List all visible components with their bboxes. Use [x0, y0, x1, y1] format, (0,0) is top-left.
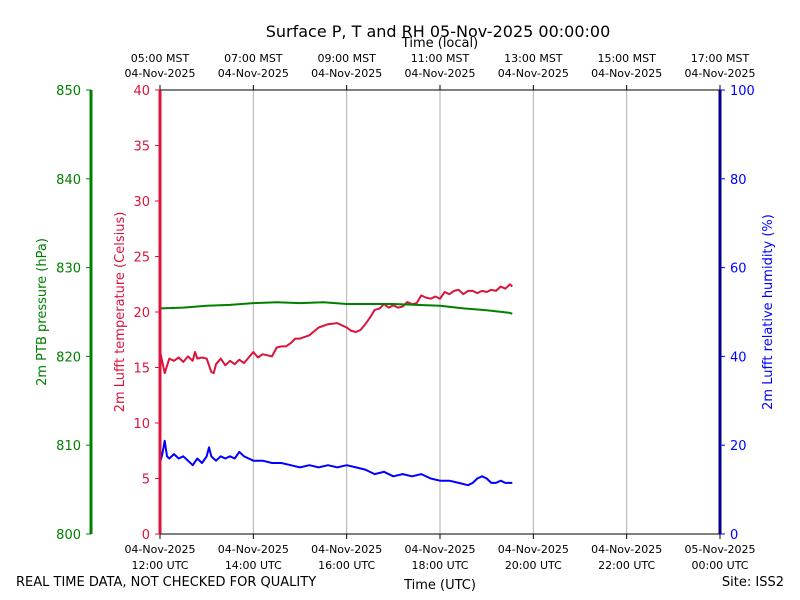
pressure-tick-label: 820	[56, 350, 81, 365]
x-tick-label: 04-Nov-2025	[404, 543, 475, 556]
humidity-tick-label: 60	[730, 262, 747, 277]
pressure-tick-label: 830	[56, 262, 81, 277]
pressure-series-line	[159, 301, 513, 315]
top-tick-label: 04-Nov-2025	[404, 67, 475, 80]
humidity-series-line	[159, 439, 513, 487]
temperature-tick-label: 5	[142, 473, 150, 488]
pressure-tick-label: 840	[56, 173, 81, 188]
chart-title: Surface P, T and RH 05-Nov-2025 00:00:00	[266, 22, 611, 41]
top-tick-label: 04-Nov-2025	[684, 67, 755, 80]
humidity-tick-label: 20	[730, 439, 747, 454]
x-tick-label: 18:00 UTC	[411, 559, 468, 572]
top-tick-label: 04-Nov-2025	[498, 67, 569, 80]
top-tick-label: 17:00 MST	[691, 52, 750, 65]
x-axis-label: Time (UTC)	[403, 578, 476, 593]
x-tick-label: 00:00 UTC	[691, 559, 748, 572]
top-tick-label: 04-Nov-2025	[311, 67, 382, 80]
quality-disclaimer: REAL TIME DATA, NOT CHECKED FOR QUALITY	[16, 575, 317, 590]
temperature-tick-label: 10	[133, 417, 150, 432]
top-tick-label: 09:00 MST	[317, 52, 376, 65]
data-series	[159, 283, 513, 487]
humidity-tick-label: 40	[730, 350, 747, 365]
top-tick-label: 04-Nov-2025	[591, 67, 662, 80]
temperature-tick-label: 35	[133, 140, 150, 155]
x-tick-label: 04-Nov-2025	[311, 543, 382, 556]
temperature-series-line	[159, 283, 513, 375]
temperature-tick-label: 25	[133, 251, 150, 266]
top-tick-label: 07:00 MST	[224, 52, 283, 65]
pressure-tick-label: 800	[56, 528, 81, 543]
x-tick-label: 04-Nov-2025	[498, 543, 569, 556]
humidity-axis-label: 2m Lufft relative humidity (%)	[761, 214, 776, 410]
x-tick-label: 22:00 UTC	[598, 559, 655, 572]
x-tick-label: 16:00 UTC	[318, 559, 375, 572]
top-tick-label: 13:00 MST	[504, 52, 563, 65]
x-tick-label: 05-Nov-2025	[684, 543, 755, 556]
temperature-axis-label: 2m Lufft temperature (Celsius)	[113, 212, 128, 413]
pressure-axis-label: 2m PTB pressure (hPa)	[35, 238, 50, 386]
x-tick-label: 20:00 UTC	[505, 559, 562, 572]
temperature-tick-label: 40	[133, 84, 150, 99]
axes: 04-Nov-2025 12:00 UTC 04-Nov-2025 14:00 UTC…	[35, 52, 776, 572]
top-tick-label: 11:00 MST	[411, 52, 470, 65]
temperature-tick-label: 30	[133, 195, 150, 210]
x-tick-label: 04-Nov-2025	[124, 543, 195, 556]
temperature-tick-label: 20	[133, 306, 150, 321]
top-tick-label: 04-Nov-2025	[218, 67, 289, 80]
site-label: Site: ISS2	[721, 575, 784, 590]
x-tick-label: 12:00 UTC	[131, 559, 188, 572]
pressure-tick-label: 810	[56, 439, 81, 454]
humidity-tick-label: 100	[730, 84, 755, 99]
temperature-tick-label: 15	[133, 362, 150, 377]
x-tick-label: 04-Nov-2025	[218, 543, 289, 556]
pressure-tick-label: 850	[56, 84, 81, 99]
top-axis-label: Time (local)	[401, 36, 478, 51]
humidity-tick-label: 80	[730, 173, 747, 188]
temperature-tick-label: 0	[142, 528, 150, 543]
top-tick-label: 15:00 MST	[597, 52, 656, 65]
x-tick-label: 04-Nov-2025	[591, 543, 662, 556]
top-tick-label: 05:00 MST	[131, 52, 190, 65]
top-tick-label: 04-Nov-2025	[124, 67, 195, 80]
humidity-tick-label: 0	[730, 528, 738, 543]
x-tick-label: 14:00 UTC	[225, 559, 282, 572]
